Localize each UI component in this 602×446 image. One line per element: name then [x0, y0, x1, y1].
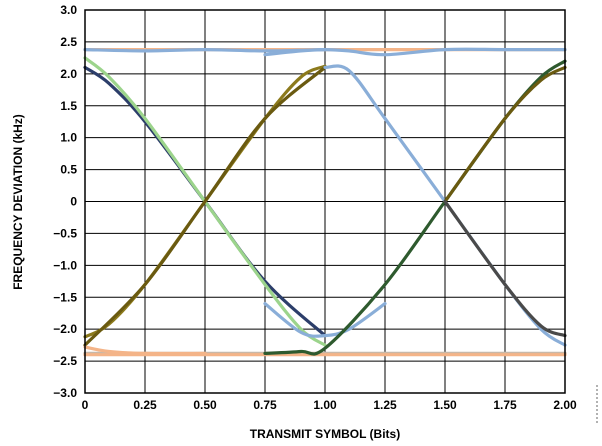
trace-line	[263, 302, 387, 338]
y-tick-label: 2.0	[60, 67, 77, 81]
trace-line	[263, 59, 567, 356]
x-tick-label: 0.75	[253, 398, 277, 412]
y-tick-label: −1.5	[53, 290, 77, 304]
plot-border	[84, 9, 566, 394]
x-tick-label: 2.00	[553, 398, 577, 412]
x-tick-label: 1.25	[373, 398, 397, 412]
x-tick-label: 0.50	[193, 398, 217, 412]
trace-line	[443, 65, 567, 204]
y-tick-label: −0.5	[53, 226, 77, 240]
x-tick-label: 0	[82, 398, 89, 412]
tick-labels: 0 0.25 0.50 0.75 1.00 1.25 1.50 1.75 2.003.02.52…	[53, 3, 577, 412]
y-tick-label: 0	[70, 195, 77, 209]
y-tick-label: 1.0	[60, 131, 77, 145]
y-axis-title: FREQUENCY DEVIATION (kHz)	[11, 114, 25, 290]
trace-line	[83, 65, 327, 347]
trace-line	[443, 199, 567, 338]
y-tick-label: −3.0	[53, 386, 77, 400]
y-tick-label: 1.5	[60, 99, 77, 113]
y-tick-label: 0.5	[60, 163, 77, 177]
y-tick-label: 2.5	[60, 35, 77, 49]
x-tick-label: 1.50	[433, 398, 457, 412]
trace-line	[83, 48, 327, 53]
x-tick-label: 1.75	[493, 398, 517, 412]
plot-frame	[84, 9, 566, 394]
y-tick-label: 3.0	[60, 3, 77, 17]
traces	[83, 47, 567, 357]
x-axis-title: TRANSMIT SYMBOL (Bits)	[250, 427, 400, 441]
x-tick-label: 0.25	[133, 398, 157, 412]
trace-line	[83, 345, 207, 356]
y-tick-label: −2.5	[53, 354, 77, 368]
y-tick-label: −2.0	[53, 322, 77, 336]
x-tick-label: 1.00	[313, 398, 337, 412]
y-tick-label: −1.0	[53, 258, 77, 272]
